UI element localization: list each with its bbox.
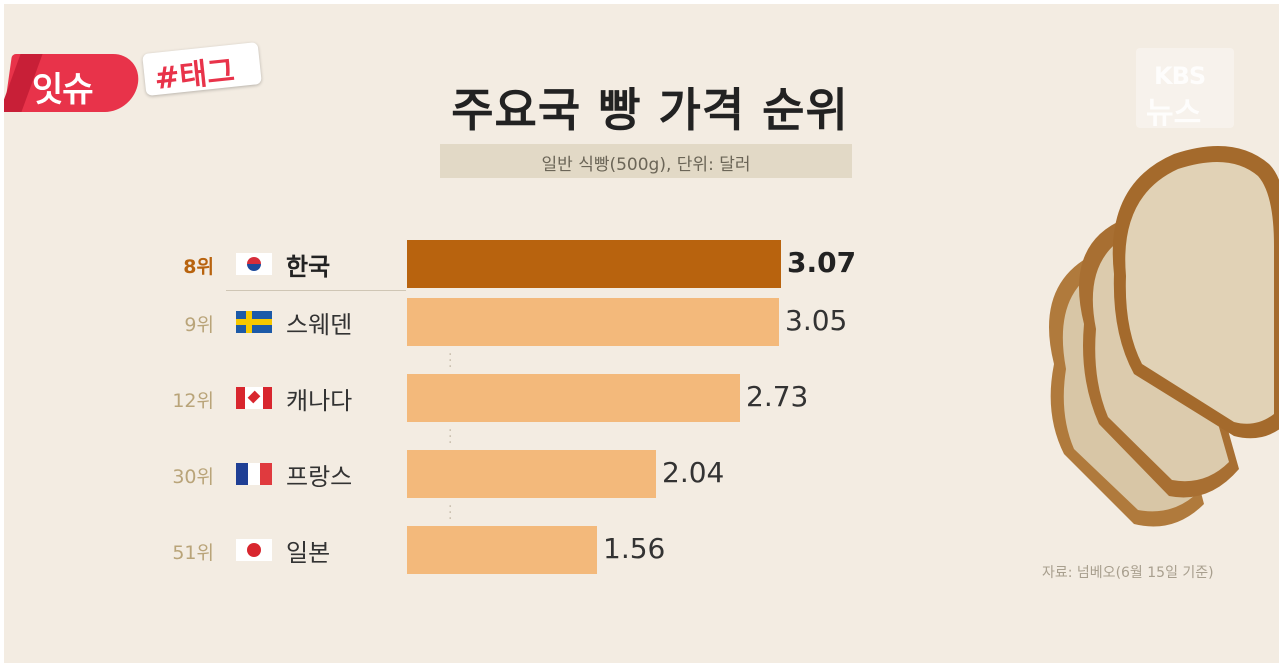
value-label: 3.07 [787,246,857,279]
row-gap-dots: · · · [448,499,453,527]
canada-flag-icon [236,387,272,409]
rank-label: 30위 [172,466,214,488]
country-label: 한국 [286,253,331,281]
row-gap-dots: · · · [448,423,453,451]
rank-label: 12위 [172,390,214,412]
bar [407,450,656,498]
watermark-line2: 뉴스 [1146,96,1202,131]
watermark-line1: KBS [1154,62,1206,90]
country-label: 일본 [286,539,331,567]
bar [407,374,740,422]
rising-sun-circle [247,543,261,557]
south-korea-flag-icon [236,253,272,275]
infographic-canvas: 잇슈 #태그 KBS 뉴스 주요국 빵 가격 순위 일반 식빵(500g), 단… [4,4,1279,663]
bread-slices-image [1049,146,1279,527]
kbs-news-watermark [1136,48,1234,128]
issue-badge-label: 잇슈 [32,70,94,110]
value-label: 2.73 [746,380,809,413]
bar [407,240,781,288]
row-gap-dots: · · · [448,347,453,375]
tag-chip-label: #태그 [152,53,237,98]
source-note: 자료: 넘베오(6월 15일 기준) [1042,565,1214,581]
subtitle-box [440,144,852,178]
rank-label: 51위 [172,542,214,564]
value-label: 2.04 [662,456,725,489]
rank-label: 8위 [183,256,214,278]
maple-leaf-icon [247,390,261,404]
bar [407,526,597,574]
japan-flag-icon [236,539,272,561]
sweden-flag-icon [236,311,272,333]
country-label: 프랑스 [286,463,353,491]
bread-slice-front [1112,146,1279,439]
chart-subtitle: 일반 식빵(500g), 단위: 달러 [541,155,751,175]
value-label: 3.05 [785,304,848,337]
highlight-separator [226,290,406,291]
france-flag-icon [236,463,272,485]
rank-label: 9위 [184,314,214,336]
taegeuk-circle [247,257,261,271]
bar [407,298,779,346]
chart-title: 주요국 빵 가격 순위 [451,83,849,137]
value-label: 1.56 [603,532,666,565]
country-label: 스웨덴 [286,311,353,339]
country-label: 캐나다 [286,387,353,415]
